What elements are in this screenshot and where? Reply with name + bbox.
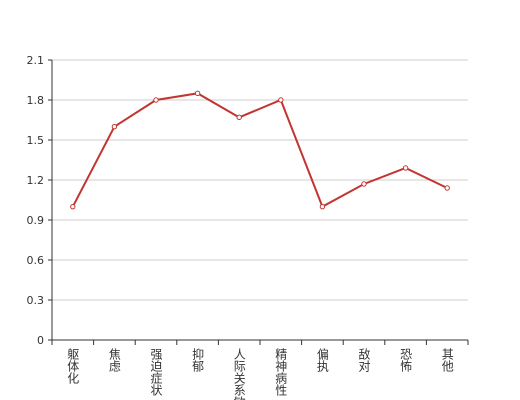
x-tick-label: 焦虑	[107, 348, 121, 372]
x-tick-label: 精神病性	[274, 348, 288, 397]
x-tick-label: 强迫症状	[149, 348, 163, 396]
y-tick-label: 1.5	[27, 134, 45, 147]
point	[278, 97, 284, 103]
y-tick-label: 0.3	[27, 294, 45, 307]
y-tick-label: 0.9	[27, 214, 45, 227]
point	[402, 165, 409, 171]
point	[361, 181, 367, 187]
point	[111, 123, 118, 130]
y-tick-label: 1.8	[27, 94, 45, 107]
point	[194, 90, 201, 97]
x-tick-label: 敌对	[357, 347, 371, 372]
point	[153, 97, 159, 103]
point	[444, 185, 450, 191]
point	[236, 114, 242, 121]
x-tick-label: 人际关系敏感	[232, 348, 246, 400]
point	[319, 203, 326, 210]
point	[70, 203, 76, 210]
y-tick-label: 1.2	[27, 174, 45, 187]
y-tick-label: 0	[37, 334, 44, 347]
x-tick-label: 其他	[440, 348, 454, 372]
y-tick-label: 2.1	[27, 54, 45, 67]
x-tick-label: 抑郁	[191, 347, 205, 373]
x-tick-label: 偏执	[315, 347, 329, 373]
line	[71, 92, 448, 209]
y-tick-label: 0.6	[27, 254, 45, 267]
x-tick-label: 恐怖	[399, 348, 413, 372]
x-tick-label: 躯体化	[66, 347, 80, 385]
